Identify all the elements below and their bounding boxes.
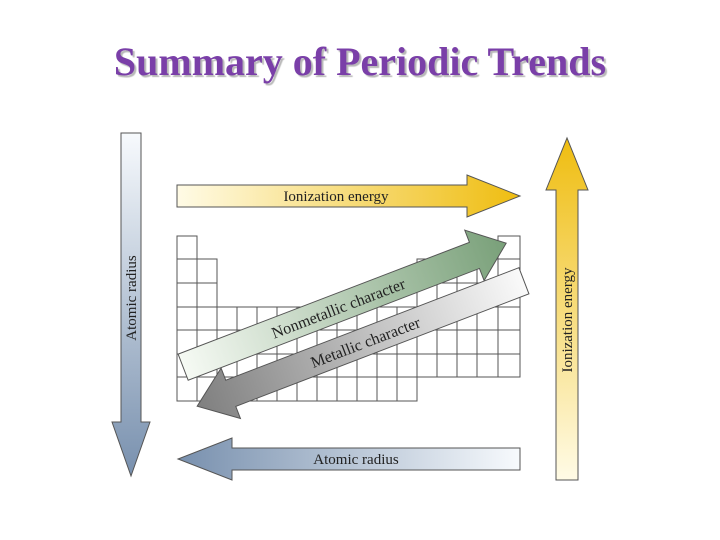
atomic-radius-vertical-label: Atomic radius xyxy=(124,255,140,341)
ionization-energy-vertical-label: Ionization energy xyxy=(560,267,576,373)
atomic-radius-horizontal-arrow: Atomic radius xyxy=(176,437,521,481)
atomic-radius-vertical-arrow: Atomic radius xyxy=(111,132,151,478)
ionization-energy-horizontal-arrow: Ionization energy xyxy=(176,174,522,218)
atomic-radius-horizontal-label: Atomic radius xyxy=(313,452,399,468)
slide-title: Summary of Periodic Trends xyxy=(113,39,607,84)
ionization-energy-vertical-arrow: Ionization energy xyxy=(545,136,589,481)
ionization-energy-horizontal-label: Ionization energy xyxy=(283,189,389,205)
